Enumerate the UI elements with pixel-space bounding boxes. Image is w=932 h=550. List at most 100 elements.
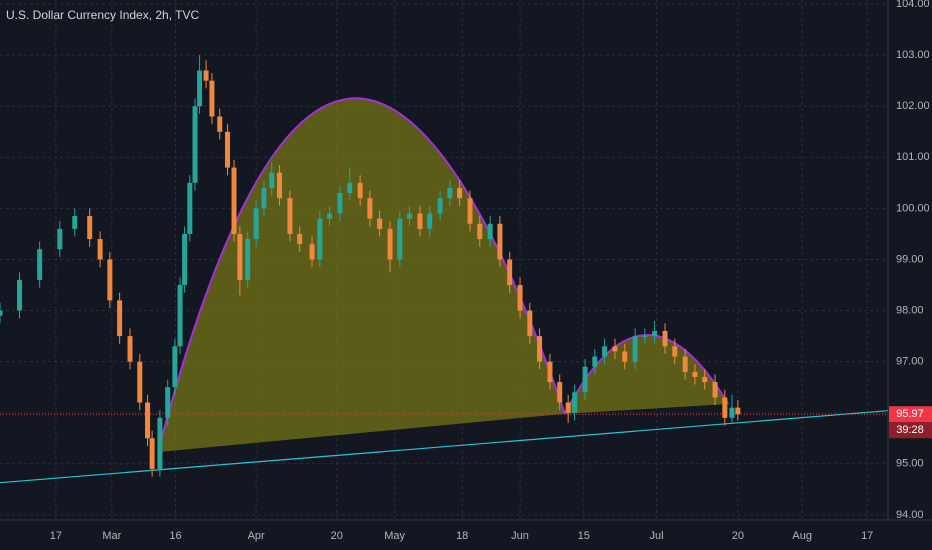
y-tick-label: 99.00 <box>896 253 924 265</box>
candle-body <box>87 216 93 240</box>
candle-body <box>97 239 103 260</box>
candle-body <box>37 249 43 280</box>
candle-body <box>427 213 433 229</box>
candle-body <box>309 244 315 260</box>
x-tick-label: 20 <box>732 530 744 542</box>
candle-body <box>497 223 503 260</box>
x-tick-label: 18 <box>456 530 468 542</box>
countdown-label: 39:28 <box>896 424 924 436</box>
axes: 94.0095.0096.0097.0098.0099.00100.00101.… <box>50 0 932 542</box>
candle-body <box>182 233 188 286</box>
x-tick-label: 16 <box>169 530 181 542</box>
candle-body <box>572 392 578 413</box>
candle-body <box>72 216 78 229</box>
candle-body <box>269 172 275 188</box>
candle-body <box>457 187 463 199</box>
candle-body <box>209 80 215 117</box>
candle-body <box>187 182 193 234</box>
x-tick-label: Jun <box>511 530 529 542</box>
candle-body <box>477 223 483 240</box>
candle-body <box>537 336 543 362</box>
candle-body <box>0 310 3 316</box>
candle-body <box>407 213 413 219</box>
candle-body <box>107 259 113 301</box>
candle-body <box>217 116 223 132</box>
candle-body <box>127 336 133 362</box>
candle-body <box>507 259 513 286</box>
candle-body <box>197 70 203 107</box>
candle-body <box>177 285 183 347</box>
chart-title: U.S. Dollar Currency Index, 2h, TVC <box>6 8 200 22</box>
candle-body <box>231 167 237 234</box>
candle-body <box>277 172 283 199</box>
candle-body <box>582 366 588 393</box>
candle-body <box>612 346 618 352</box>
candle-body <box>253 208 259 240</box>
candle-body <box>592 356 598 367</box>
candle-body <box>317 218 323 260</box>
candle-body <box>157 417 163 469</box>
candle-body <box>729 407 735 418</box>
candle-body <box>203 70 209 81</box>
candle-body <box>347 182 353 194</box>
x-tick-label: Jul <box>650 530 664 542</box>
y-tick-label: 94.00 <box>896 509 924 521</box>
trendline <box>0 410 889 484</box>
candle-body <box>692 371 698 377</box>
drawings <box>0 97 889 484</box>
last-price-label: 95.97 <box>896 408 924 420</box>
x-tick-label: Apr <box>248 530 265 542</box>
candle-body <box>722 397 728 418</box>
candle-body <box>662 331 668 347</box>
candle-body <box>642 336 648 338</box>
candle-body <box>602 346 608 357</box>
candle-body <box>557 382 563 403</box>
x-tick-label: 15 <box>578 530 590 542</box>
candle-body <box>387 228 393 260</box>
candle-body <box>622 351 628 362</box>
y-tick-label: 97.00 <box>896 356 924 368</box>
candle-body <box>467 198 473 224</box>
candle-body <box>137 361 143 403</box>
candle-body <box>165 387 171 418</box>
x-tick-label: Aug <box>792 530 812 542</box>
candle-body <box>145 402 151 439</box>
candle-body <box>712 382 718 398</box>
y-tick-label: 102.00 <box>896 100 930 112</box>
candle-body <box>117 300 123 337</box>
candle-body <box>337 193 343 214</box>
candle-body <box>261 187 267 209</box>
candle-body <box>225 131 231 168</box>
candle-body <box>237 233 243 280</box>
candle-body <box>245 239 251 280</box>
x-tick-label: May <box>384 530 405 542</box>
candle-body <box>297 233 303 245</box>
x-tick-label: 17 <box>861 530 873 542</box>
candle-body <box>397 218 403 260</box>
y-tick-label: 101.00 <box>896 151 930 163</box>
candle-body <box>517 285 523 311</box>
candle-body <box>652 331 658 337</box>
y-tick-label: 98.00 <box>896 304 924 316</box>
last-price-box <box>889 406 932 423</box>
candle-body <box>735 407 741 415</box>
y-tick-label: 104.00 <box>896 0 930 10</box>
y-tick-label: 103.00 <box>896 49 930 61</box>
candle-body <box>447 187 453 199</box>
candles <box>0 55 741 477</box>
candle-body <box>527 310 533 337</box>
x-tick-label: 17 <box>50 530 62 542</box>
candle-body <box>377 218 383 229</box>
candle-body <box>672 346 678 357</box>
x-tick-label: Mar <box>102 530 121 542</box>
arc-fill <box>564 335 729 414</box>
candle-body <box>487 223 493 240</box>
x-tick-label: 20 <box>331 530 343 542</box>
candle-body <box>565 402 571 413</box>
candle-body <box>417 213 423 229</box>
countdown-box <box>889 422 932 439</box>
y-tick-label: 95.00 <box>896 458 924 470</box>
candle-body <box>327 213 333 219</box>
